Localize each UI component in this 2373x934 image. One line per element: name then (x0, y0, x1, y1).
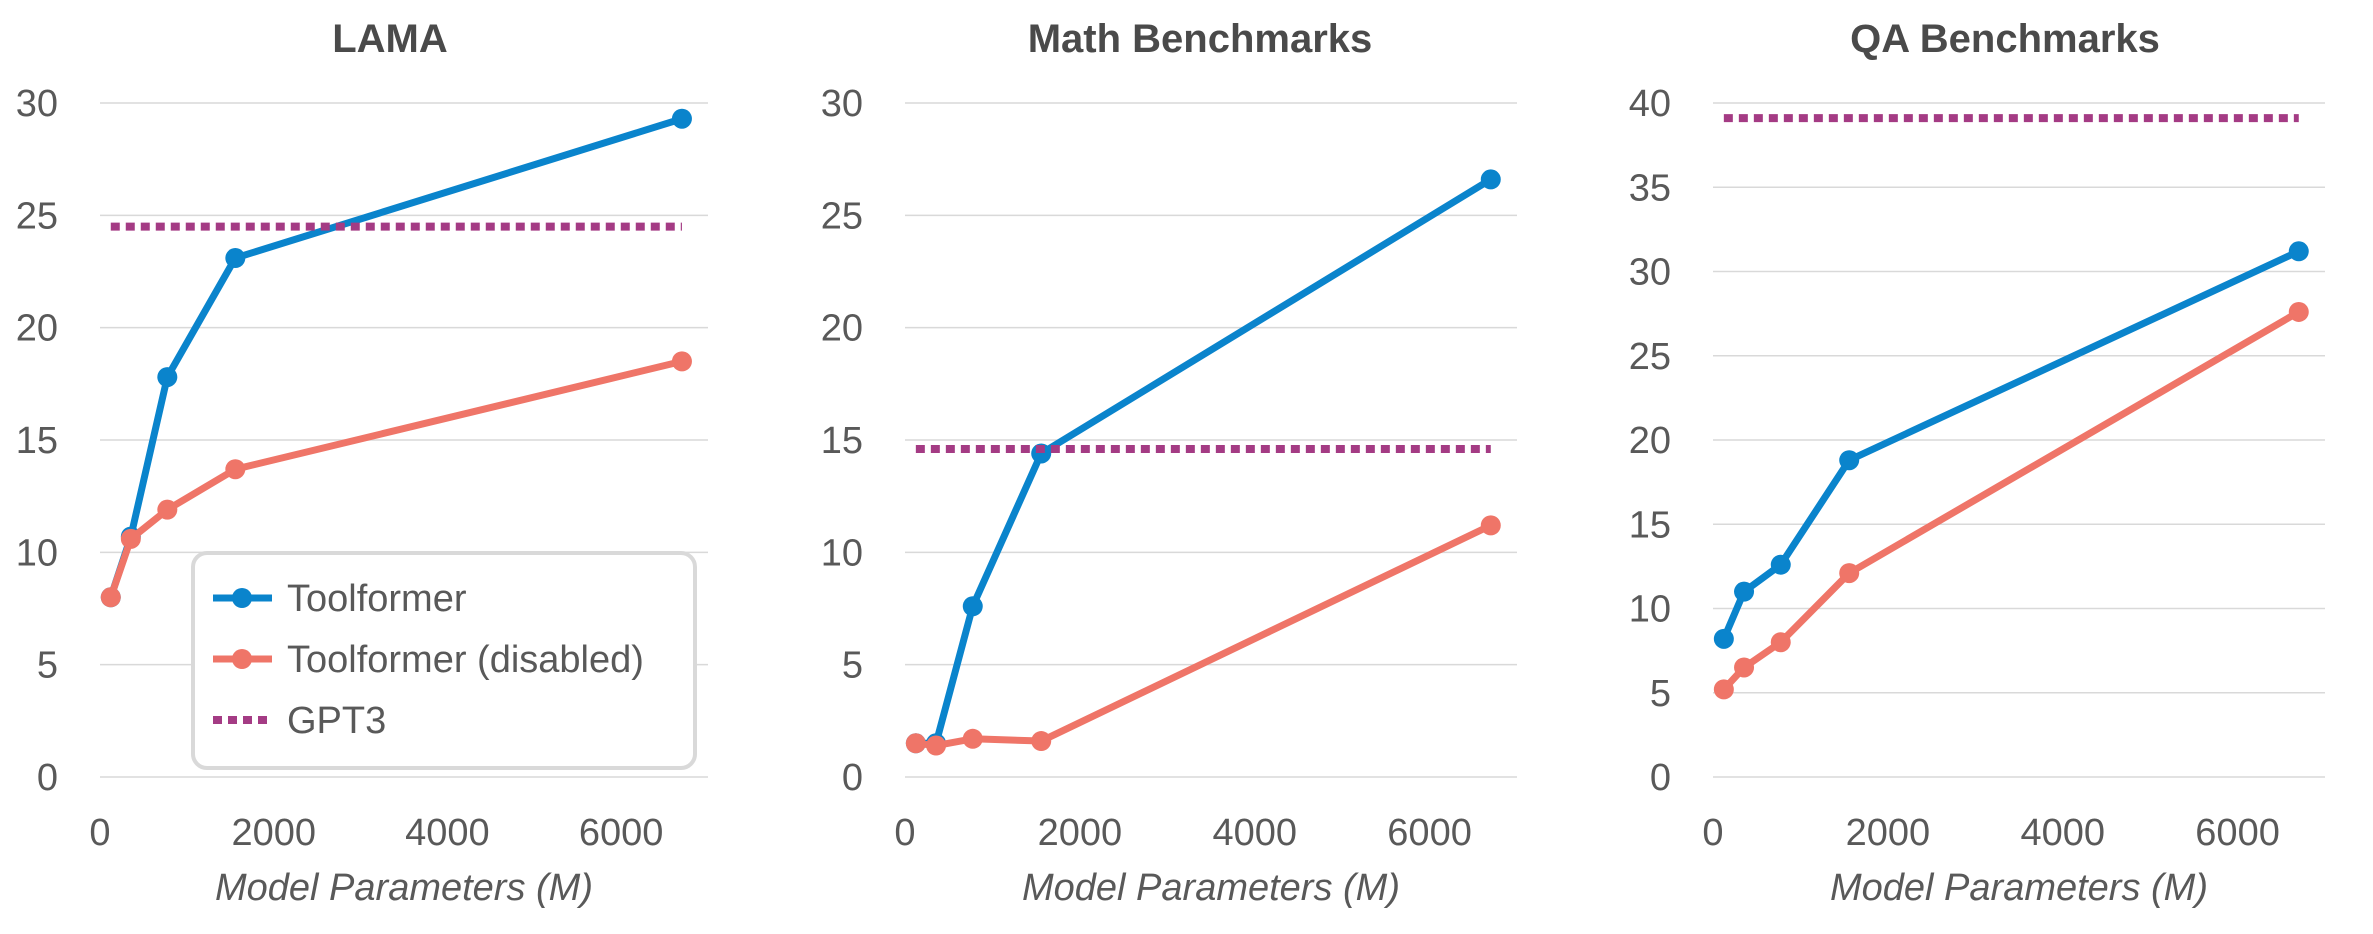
legend-label-gpt3: GPT3 (287, 700, 386, 742)
legend-box (191, 551, 697, 770)
data-point-toolformer (671, 108, 692, 129)
data-point-toolformer (2288, 241, 2309, 262)
x-tick-label: 0 (1702, 812, 1723, 854)
data-point-toolformer (1734, 581, 1755, 602)
chart-title: Math Benchmarks (1028, 17, 1373, 61)
y-tick-label: 20 (821, 308, 863, 350)
data-point-toolformer-disabled (2288, 301, 2309, 322)
x-tick-label: 4000 (1212, 812, 1297, 854)
y-tick-label: 25 (16, 195, 58, 237)
legend: Toolformer Toolformer (disabled) GPT3 (191, 551, 697, 770)
legend-marker-toolformer (232, 588, 252, 608)
legend-label-toolformer: Toolformer (287, 578, 467, 620)
y-tick-label: 5 (842, 645, 863, 687)
data-point-toolformer (962, 596, 983, 617)
chart-panel-3: QA Benchmarks 0 5 10 15 20 25 30 35 40 0 2000 4000 60… (1629, 17, 2325, 909)
y-tick-label: 0 (842, 757, 863, 799)
x-tick-label: 4000 (2020, 812, 2105, 854)
y-tick-label: 10 (16, 532, 58, 574)
data-point-toolformer-disabled (962, 728, 983, 749)
chart-title: LAMA (332, 17, 448, 61)
data-point-toolformer-disabled (905, 733, 926, 754)
y-tick-label: 30 (16, 83, 58, 125)
series-line-toolformer-disabled (915, 522, 1493, 750)
data-point-toolformer-disabled (157, 499, 178, 520)
legend-marker-toolformer-disabled (232, 649, 252, 669)
data-point-toolformer-disabled (1480, 515, 1501, 536)
data-point-toolformer-disabled (1713, 679, 1734, 700)
series-line-toolformer (1720, 248, 2301, 641)
y-tick-label: 5 (37, 645, 58, 687)
y-tick-label: 0 (37, 757, 58, 799)
data-point-toolformer-disabled (671, 351, 692, 372)
data-point-toolformer-disabled (1839, 563, 1860, 584)
data-point-toolformer-disabled (1770, 632, 1791, 653)
series-line-toolformer (915, 176, 1493, 747)
series-line-toolformer-disabled (1721, 308, 2301, 692)
x-tick-label: 0 (894, 812, 915, 854)
y-tick-label: 0 (1650, 757, 1671, 799)
y-tick-label: 10 (821, 532, 863, 574)
y-tick-label: 30 (821, 83, 863, 125)
x-tick-label: 2000 (1846, 812, 1931, 854)
x-tick-label: 2000 (231, 812, 316, 854)
data-point-toolformer-disabled (926, 735, 947, 756)
data-point-toolformer-disabled (100, 587, 121, 608)
x-tick-label: 6000 (2195, 812, 2280, 854)
y-tick-label: 5 (1650, 673, 1671, 715)
x-tick-label: 4000 (405, 812, 490, 854)
data-point-toolformer-disabled (225, 459, 246, 480)
legend-label-toolformer-disabled: Toolformer (disabled) (287, 639, 644, 681)
x-tick-label: 2000 (1038, 812, 1123, 854)
chart-panel-1: LAMA 0 5 10 15 20 25 30 0 2000 4000 6000 Model Param… (16, 17, 708, 909)
data-point-toolformer-disabled (1031, 731, 1052, 752)
y-tick-label: 25 (1629, 336, 1671, 378)
data-point-toolformer (1839, 450, 1860, 471)
data-point-toolformer (1713, 628, 1734, 649)
y-tick-label: 20 (1629, 420, 1671, 462)
data-point-toolformer-disabled (120, 528, 141, 549)
y-tick-label: 25 (821, 195, 863, 237)
x-tick-label: 6000 (579, 812, 664, 854)
y-tick-label: 15 (16, 420, 58, 462)
data-point-toolformer (1770, 554, 1791, 575)
x-axis-label: Model Parameters (M) (1830, 867, 2208, 909)
data-point-toolformer (157, 367, 178, 388)
x-tick-label: 0 (89, 812, 110, 854)
x-axis-label: Model Parameters (M) (215, 867, 593, 909)
x-axis-label: Model Parameters (M) (1022, 867, 1400, 909)
x-tick-label: 6000 (1387, 812, 1472, 854)
y-tick-label: 30 (1629, 252, 1671, 294)
data-point-toolformer (225, 248, 246, 269)
series-line-toolformer (107, 115, 683, 599)
y-tick-label: 15 (1629, 504, 1671, 546)
y-tick-label: 15 (821, 420, 863, 462)
chart-panel-2: Math Benchmarks 0 5 10 15 20 25 30 0 2000 4000 6000… (821, 17, 1517, 909)
data-point-toolformer (1480, 169, 1501, 190)
chart-title: QA Benchmarks (1850, 17, 2160, 61)
y-tick-label: 35 (1629, 167, 1671, 209)
y-tick-label: 10 (1629, 589, 1671, 631)
data-point-toolformer-disabled (1734, 657, 1755, 678)
y-tick-label: 20 (16, 308, 58, 350)
y-tick-label: 40 (1629, 83, 1671, 125)
